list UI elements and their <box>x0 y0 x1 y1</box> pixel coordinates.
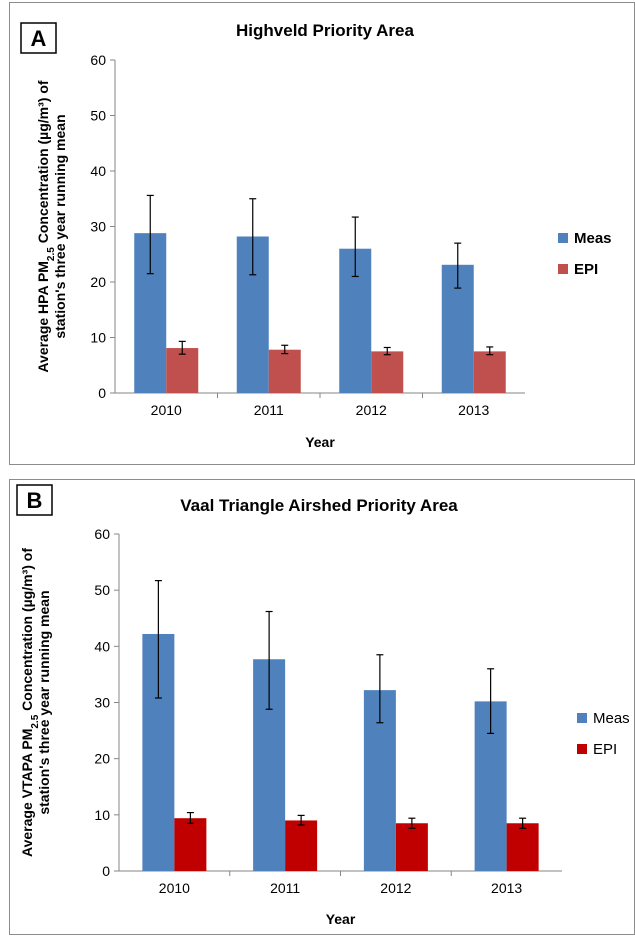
x-tick-label: 2012 <box>356 402 387 418</box>
y-tick-label: 30 <box>90 219 106 235</box>
y-axis-label-text-rest: Concentration (µg/m³) of <box>19 548 35 715</box>
legend-label-meas: Meas <box>574 230 612 247</box>
bar-epi-2012 <box>371 351 404 393</box>
bar-epi-2011 <box>285 820 318 871</box>
chart-panel-a: A Highveld Priority Area 0 10 20 30 40 50 60 2010… <box>9 2 635 465</box>
chart-title: Highveld Priority Area <box>236 21 414 40</box>
panel-letter: B <box>27 488 43 513</box>
y-axis-label-line2: station's three year running mean <box>52 114 68 338</box>
x-tick-label: 2013 <box>491 880 522 896</box>
legend-label-epi: EPI <box>574 261 598 278</box>
y-tick-label: 50 <box>90 108 106 124</box>
y-tick-label: 0 <box>98 385 106 401</box>
chart-b-svg: B Vaal Triangle Airshed Priority Area 0 10 2… <box>16 484 630 927</box>
bar-epi-2010 <box>166 348 199 393</box>
y-axis-label-subscript: 2.5 <box>46 247 57 261</box>
y-axis-label-line1: Average HPA PM2.5 Concentration (µg/m³) … <box>35 80 57 372</box>
y-axis-label-group: Average HPA PM2.5 Concentration (µg/m³) … <box>35 80 68 372</box>
y-axis-label-text: Average HPA PM <box>35 261 51 373</box>
y-tick-label: 20 <box>94 751 110 767</box>
y-axis-label-subscript: 2.5 <box>30 714 41 728</box>
x-tick-label: 2010 <box>159 880 190 896</box>
legend-swatch-meas <box>577 713 587 723</box>
bar-epi-2013 <box>473 351 506 393</box>
panel-letter-box <box>20 22 57 54</box>
y-axis-label-line2: station's three year running mean <box>36 590 52 814</box>
legend-swatch-meas <box>558 233 568 243</box>
x-axis-label: Year <box>305 434 335 450</box>
panel-letter: A <box>31 26 47 51</box>
bar-epi-2010 <box>174 818 207 871</box>
y-tick-label: 60 <box>90 52 106 68</box>
bar-epi-2012 <box>395 823 428 871</box>
legend-swatch-epi <box>577 744 587 754</box>
y-tick-label: 0 <box>102 863 110 879</box>
legend-label-meas: Meas <box>593 710 630 727</box>
y-tick-label: 50 <box>94 582 110 598</box>
bar-epi-2013 <box>506 823 539 871</box>
x-tick-label: 2010 <box>151 402 182 418</box>
bar-epi-2011 <box>268 349 301 393</box>
y-axis-label-text-rest: Concentration (µg/m³) of <box>35 80 51 247</box>
legend-swatch-epi <box>558 264 568 274</box>
y-axis-label-line1: Average VTAPA PM2.5 Concentration (µg/m³… <box>19 548 41 857</box>
x-tick-label: 2012 <box>380 880 411 896</box>
y-tick-label: 40 <box>94 638 110 654</box>
y-tick-label: 10 <box>94 807 110 823</box>
y-tick-label: 20 <box>90 274 106 290</box>
y-axis-label-text: Average VTAPA PM <box>19 729 35 857</box>
panel-letter-box <box>16 484 53 516</box>
x-tick-label: 2013 <box>458 402 489 418</box>
y-tick-label: 10 <box>90 330 106 346</box>
y-tick-label: 60 <box>94 526 110 542</box>
chart-a-svg: A Highveld Priority Area 0 10 20 30 40 50 60 2010… <box>20 21 612 450</box>
legend-label-epi: EPI <box>593 741 617 758</box>
chart-panel-b: B Vaal Triangle Airshed Priority Area 0 10 2… <box>9 479 635 935</box>
y-tick-label: 30 <box>94 695 110 711</box>
x-tick-label: 2011 <box>254 402 284 418</box>
y-tick-label: 40 <box>90 163 106 179</box>
x-axis-label: Year <box>326 911 356 927</box>
chart-title: Vaal Triangle Airshed Priority Area <box>180 496 458 515</box>
y-axis-label-group: Average VTAPA PM2.5 Concentration (µg/m³… <box>19 548 52 857</box>
x-tick-label: 2011 <box>270 880 300 896</box>
